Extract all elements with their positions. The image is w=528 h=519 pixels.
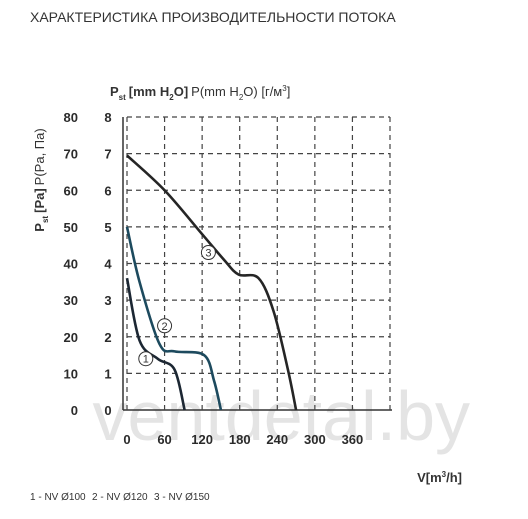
series-line <box>126 154 298 411</box>
x-tick-label: 240 <box>266 432 288 447</box>
x-tick-label: 0 <box>123 432 130 447</box>
x-tick-label: 60 <box>157 432 171 447</box>
y-tick-label: 30 <box>64 293 78 308</box>
x-tick-label: 360 <box>342 432 364 447</box>
label-part: 3 <box>442 470 447 479</box>
label-part: V[m <box>417 470 442 485</box>
label-part: 3 <box>282 84 287 93</box>
label-part: /h] <box>446 470 462 485</box>
label-part: O] <box>174 84 188 99</box>
y2-tick-label: 6 <box>104 183 111 198</box>
label-part: P(mm H <box>191 84 239 99</box>
curve-marker-label: 3 <box>205 248 211 260</box>
label-part: [mm H <box>129 84 169 99</box>
label-part: P <box>110 84 119 99</box>
label-part: ] <box>287 84 291 99</box>
curve-marker <box>200 245 216 261</box>
label-part: 2 <box>169 93 174 102</box>
y2-tick-label: 3 <box>104 293 111 308</box>
label-part: O) [г/м <box>243 84 282 99</box>
y2-tick-label: 7 <box>104 147 111 162</box>
chart-title: ХАРАКТЕРИСТИКА ПРОИЗВОДИТЕЛЬНОСТИ ПОТОКА <box>30 9 396 25</box>
y2-tick-label: 8 <box>104 110 111 125</box>
y2-tick-label: 0 <box>104 403 111 418</box>
legend-entry: 3 - NV Ø150 <box>154 492 210 503</box>
legend-entry: 1 - NV Ø100 <box>30 492 86 503</box>
label-part: P(Pa, Па) <box>32 128 47 185</box>
label-part: 2 <box>239 93 244 102</box>
label-part: P <box>32 223 47 232</box>
legend-entry: 2 - NV Ø120 <box>92 492 148 503</box>
x-tick-label: 120 <box>191 432 213 447</box>
x-tick-label: 180 <box>229 432 251 447</box>
y-tick-label: 50 <box>64 220 78 235</box>
y2-tick-label: 2 <box>104 330 111 345</box>
curve-marker <box>157 318 173 334</box>
y-axis-label: Pst [Pa] P(Pa, Па) <box>32 128 50 231</box>
curve-marker-label: 1 <box>143 354 149 366</box>
series-line <box>125 226 223 411</box>
label-part: st <box>119 93 126 102</box>
curve-marker-label: 2 <box>162 321 168 333</box>
curve-marker <box>138 351 154 367</box>
y2-tick-label: 4 <box>104 257 112 272</box>
series-line <box>125 277 186 411</box>
y-tick-label: 20 <box>64 330 78 345</box>
y2-axis-label: Pst [mm H2O] P(mm H2O) [г/м3] <box>110 84 290 102</box>
x-tick-label: 300 <box>304 432 326 447</box>
y-tick-label: 70 <box>64 147 78 162</box>
label-part: [Pa] <box>32 188 47 213</box>
y2-tick-label: 5 <box>104 220 111 235</box>
y-tick-label: 60 <box>64 183 78 198</box>
y-tick-label: 0 <box>71 403 78 418</box>
y2-tick-label: 1 <box>104 366 111 381</box>
label-part: st <box>41 216 50 223</box>
y-tick-label: 80 <box>64 110 78 125</box>
y-tick-label: 10 <box>64 366 78 381</box>
watermark: ventdetal.by <box>93 377 470 455</box>
y-tick-label: 40 <box>64 257 78 272</box>
x-axis-label: V[m3/h] <box>417 470 462 485</box>
